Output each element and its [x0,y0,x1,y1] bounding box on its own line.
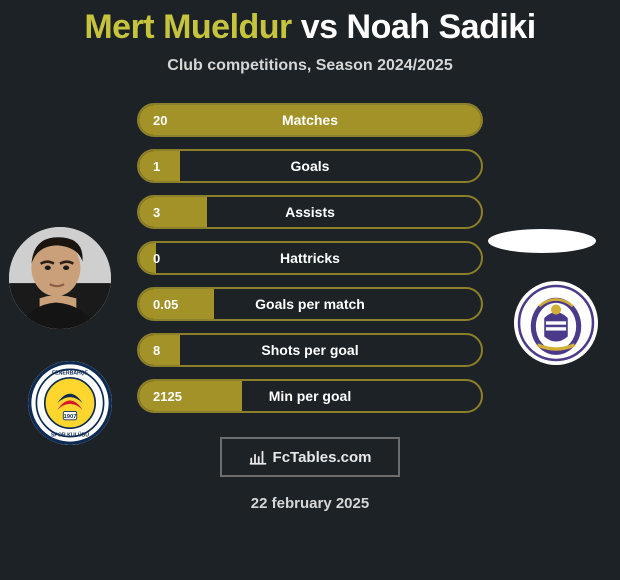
stat-label: Goals per match [139,296,481,312]
chart-icon [249,448,267,466]
stat-row: 20Matches [137,103,483,137]
stat-row: 1Goals [137,149,483,183]
stat-row: 3Assists [137,195,483,229]
stat-row: 2125Min per goal [137,379,483,413]
player1-club-badge: 1907 FENERBAHÇE SPOR KULÜBÜ [28,361,112,445]
stat-label: Goals [139,158,481,174]
stat-label: Shots per goal [139,342,481,358]
stat-row: 0.05Goals per match [137,287,483,321]
svg-text:SPOR KULÜBÜ: SPOR KULÜBÜ [51,432,89,439]
svg-text:FENERBAHÇE: FENERBAHÇE [52,370,89,376]
player2-avatar [488,229,596,253]
subtitle: Club competitions, Season 2024/2025 [167,57,452,75]
player1-avatar [9,227,111,329]
player2-name: Noah Sadiki [347,8,536,46]
brand-badge[interactable]: FcTables.com [220,437,400,477]
brand-text: FcTables.com [273,449,372,466]
player2-club-badge [514,281,598,365]
stat-label: Min per goal [139,388,481,404]
stats-list: 20Matches 1Goals 3Assists 0Hattricks 0.05Goa… [137,103,483,413]
player1-name: Mert Mueldur [84,8,291,46]
svg-text:1907: 1907 [63,414,76,420]
date-label: 22 february 2025 [251,495,369,512]
stat-row: 0Hattricks [137,241,483,275]
stat-label: Matches [139,112,481,128]
page-title: Mert Mueldur vs Noah Sadiki [84,8,535,47]
comparison-card: Mert Mueldur vs Noah Sadiki Club competi… [0,0,620,580]
stat-row: 8Shots per goal [137,333,483,367]
stat-label: Assists [139,204,481,220]
vs-label: vs [301,8,338,46]
stat-label: Hattricks [139,250,481,266]
stats-area: 1907 FENERBAHÇE SPOR KULÜBÜ [0,103,620,413]
